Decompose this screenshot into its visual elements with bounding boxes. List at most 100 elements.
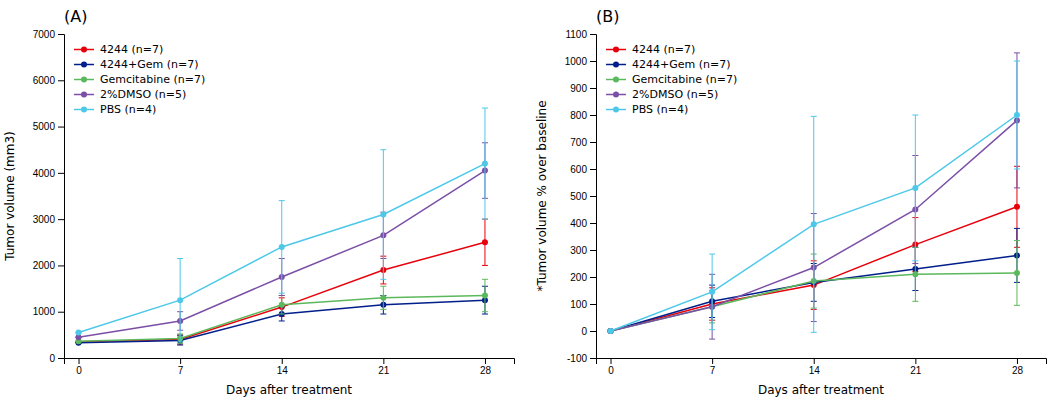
y-axis: -100010020030040050060070080090010001100 <box>565 29 597 364</box>
error-bar <box>380 286 386 309</box>
y-tick: 2000 <box>33 260 64 271</box>
y-tick-label: 0 <box>49 353 55 364</box>
legend-label: Gemcitabine (n=7) <box>100 73 205 86</box>
plot-area <box>76 108 488 346</box>
x-tick-mark <box>611 358 612 364</box>
x-tick: 7 <box>710 358 716 376</box>
x-axis-line <box>65 359 515 365</box>
y-tick: 300 <box>570 245 596 256</box>
error-bar <box>482 108 488 219</box>
legend-marker <box>613 107 619 113</box>
title: (A) <box>64 7 87 26</box>
y-axis-line <box>58 35 65 359</box>
legend-marker <box>81 77 87 83</box>
y-tick: 7000 <box>33 29 64 40</box>
x-tick-label: 28 <box>1012 365 1024 376</box>
y-axis-title: Tumor volume (mm3) <box>3 131 17 262</box>
x-tick-label: 0 <box>608 365 614 376</box>
y-tick: 400 <box>570 218 596 229</box>
point <box>177 297 183 303</box>
legend-item: PBS (n=4) <box>74 103 156 116</box>
y-tick-label: 500 <box>570 191 587 202</box>
legend-item: 2%DMSO (n=5) <box>74 88 186 101</box>
y-tick-mark <box>58 265 64 266</box>
legend-item: PBS (n=4) <box>606 103 688 116</box>
legend-label: 2%DMSO (n=5) <box>100 88 186 101</box>
y-tick: 800 <box>570 110 596 121</box>
error-bar <box>380 150 386 280</box>
y-tick-label: 2000 <box>33 260 56 271</box>
series-line <box>79 164 485 333</box>
x-tick: 0 <box>76 358 82 376</box>
y-tick-label: 1000 <box>33 306 56 317</box>
point <box>608 328 614 334</box>
x-tick-mark <box>485 358 486 364</box>
error-bar <box>177 258 183 341</box>
x-tick-label: 0 <box>76 365 82 376</box>
plot-area <box>608 53 1020 339</box>
y-axis: 0 1000 2000 3000 4000 5000 6000 7000 <box>33 29 65 364</box>
y-tick-label: 5000 <box>33 121 56 132</box>
y-tick-label: 100 <box>570 299 587 310</box>
point <box>608 328 614 334</box>
y-tick: 4000 <box>33 168 64 179</box>
series <box>608 53 1020 339</box>
y-tick-mark <box>58 173 64 174</box>
point <box>279 302 285 308</box>
series-line <box>79 296 485 342</box>
series <box>76 108 488 342</box>
y-tick-label: 600 <box>570 164 587 175</box>
y-tick-mark <box>590 61 596 62</box>
y-tick-label: 7000 <box>33 29 56 40</box>
y-tick-label: 1000 <box>565 56 588 67</box>
legend-item: 4244+Gem (n=7) <box>606 58 730 71</box>
error-bar <box>709 254 715 330</box>
legend-item: 4244 (n=7) <box>74 43 163 56</box>
error-bar <box>1014 53 1020 188</box>
error-bar <box>482 279 488 311</box>
legend: 4244 (n=7)4244+Gem (n=7)Gemcitabine (n=7… <box>606 43 737 116</box>
x-tick-label: 14 <box>277 365 289 376</box>
x-tick-mark <box>282 358 283 364</box>
y-tick-label: 4000 <box>33 168 56 179</box>
title: (B) <box>596 7 619 26</box>
y-tick: 700 <box>570 137 596 148</box>
x-tick-mark <box>712 358 713 364</box>
point <box>608 328 614 334</box>
legend-marker <box>81 62 87 68</box>
y-tick: 5000 <box>33 121 64 132</box>
point <box>1014 112 1020 118</box>
chart: 0714212801000200030004000500060007000Day… <box>0 0 1064 404</box>
y-tick-mark <box>58 358 64 359</box>
legend-label: PBS (n=4) <box>632 103 688 116</box>
legend-label: PBS (n=4) <box>100 103 156 116</box>
x-tick-mark <box>915 358 916 364</box>
x-tick: 0 <box>608 358 614 376</box>
y-tick-label: 6000 <box>33 75 56 86</box>
legend-item: 4244 (n=7) <box>606 43 695 56</box>
y-tick: 3000 <box>33 214 64 225</box>
legend-label: 4244+Gem (n=7) <box>632 58 730 71</box>
x-axis: 07142128 <box>65 358 515 376</box>
y-tick-label: 700 <box>570 137 587 148</box>
y-tick-mark <box>590 196 596 197</box>
x-tick: 14 <box>277 358 289 376</box>
y-tick-label: 3000 <box>33 214 56 225</box>
y-tick-mark <box>590 358 596 359</box>
x-axis-title: Days after treatment <box>758 383 884 397</box>
y-tick: 6000 <box>33 75 64 86</box>
legend-item: 2%DMSO (n=5) <box>606 88 718 101</box>
y-tick-mark <box>58 127 64 128</box>
y-tick-label: 0 <box>581 326 587 337</box>
error-bar <box>279 296 285 315</box>
y-tick: 0 <box>581 326 596 337</box>
panel: 07142128-1000100200300400500600700800900… <box>535 7 1047 397</box>
x-axis: 07142128 <box>597 358 1047 376</box>
x-tick-label: 21 <box>910 365 922 376</box>
point <box>482 293 488 299</box>
x-tick-mark <box>383 358 384 364</box>
x-axis-line <box>597 359 1047 365</box>
y-tick: 500 <box>570 191 596 202</box>
y-tick-label: 800 <box>570 110 587 121</box>
y-tick: -100 <box>567 353 596 364</box>
